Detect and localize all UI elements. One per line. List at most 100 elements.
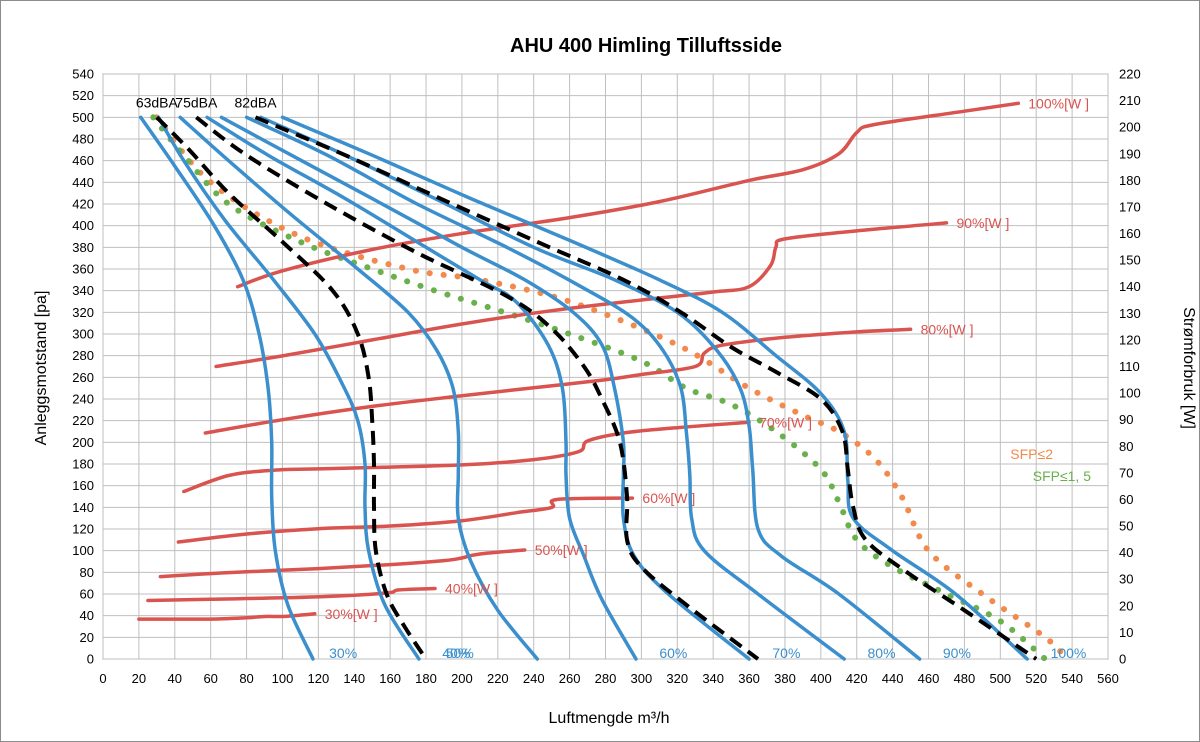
y-tick-label: 120 (72, 522, 94, 537)
sound-curve-label: 82dBA (235, 94, 278, 110)
y-tick-label: 280 (72, 348, 94, 363)
y2-tick-label: 20 (1119, 598, 1133, 613)
y2-tick-label: 170 (1119, 199, 1141, 214)
x-tick-label: 440 (882, 671, 904, 686)
x-tick-label: 0 (99, 671, 106, 686)
y-tick-label: 440 (72, 175, 94, 190)
x-tick-label: 380 (774, 671, 796, 686)
x-axis-ticks: 0 20 40 60 80 100 120 140 160 180 200 220 240 260 280 3… (99, 671, 1118, 686)
x-tick-label: 340 (702, 671, 724, 686)
y2-tick-label: 80 (1119, 439, 1133, 454)
x-tick-label: 240 (523, 671, 545, 686)
y2-tick-label: 200 (1119, 120, 1141, 135)
power-curve-label: 30%[W ] (325, 606, 378, 622)
y-tick-label: 460 (72, 153, 94, 168)
y2-tick-label: 0 (1119, 652, 1126, 667)
y-tick-label: 200 (72, 435, 94, 450)
fan-curve (280, 115, 1029, 661)
y-tick-label: 500 (72, 110, 94, 125)
power-curve-label: 70%[W ] (759, 414, 812, 430)
fan-curve (138, 115, 315, 661)
y-tick-label: 20 (80, 630, 94, 645)
legend-sfp2: SFP≤2 (1010, 446, 1053, 462)
y-tick-label: 260 (72, 370, 94, 385)
power-curve (235, 101, 1021, 289)
y-tick-label: 80 (80, 565, 94, 580)
sound-curve-label: 75dBA (175, 94, 218, 110)
fan-curve-label: 60% (659, 645, 687, 661)
x-tick-label: 480 (954, 671, 976, 686)
y2-tick-label: 120 (1119, 332, 1141, 347)
y-tick-label: 160 (72, 478, 94, 493)
x-tick-label: 300 (631, 671, 653, 686)
y2-tick-label: 30 (1119, 572, 1133, 587)
y-axis-ticks: 0 20 40 60 80 100 120 140 160 180 200 220 240 260 280 3… (72, 67, 94, 667)
y-tick-label: 340 (72, 283, 94, 298)
x-tick-label: 280 (595, 671, 617, 686)
x-tick-label: 160 (379, 671, 401, 686)
power-curve (137, 612, 317, 621)
y2-tick-label: 150 (1119, 253, 1141, 268)
y-tick-label: 400 (72, 218, 94, 233)
fan-curve-label: 70% (772, 645, 800, 661)
y2-tick-label: 100 (1119, 386, 1141, 401)
y2-tick-label: 160 (1119, 226, 1141, 241)
x-tick-label: 400 (810, 671, 832, 686)
x-tick-label: 80 (239, 671, 253, 686)
x-tick-label: 560 (1097, 671, 1119, 686)
x-tick-label: 540 (1061, 671, 1083, 686)
y-tick-label: 380 (72, 240, 94, 255)
y2-axis-ticks: 0 10 20 30 40 50 60 70 80 90 100 110 120 130 140 150 160… (1119, 67, 1141, 667)
fan-curve-label: 100% (1051, 645, 1087, 661)
y2-tick-label: 190 (1119, 146, 1141, 161)
sfp-curve (150, 114, 1049, 662)
x-tick-label: 180 (415, 671, 437, 686)
y-tick-label: 0 (87, 652, 94, 667)
power-curve-label: 100%[W ] (1028, 95, 1089, 111)
fan-curve (259, 115, 922, 661)
y2-tick-label: 70 (1119, 465, 1133, 480)
y-tick-label: 60 (80, 587, 94, 602)
y2-tick-label: 210 (1119, 93, 1141, 108)
y-tick-label: 180 (72, 457, 94, 472)
sound-curve (155, 115, 428, 661)
y2-tick-label: 110 (1119, 359, 1140, 374)
y-tick-label: 520 (72, 88, 94, 103)
y2-tick-label: 180 (1119, 173, 1141, 188)
x-tick-label: 60 (203, 671, 217, 686)
sound-curve (195, 115, 760, 661)
x-tick-label: 120 (308, 671, 330, 686)
x-tick-label: 460 (918, 671, 940, 686)
y-tick-label: 360 (72, 262, 94, 277)
y2-tick-label: 10 (1119, 625, 1133, 640)
power-curve (146, 586, 437, 603)
power-curve-label: 50%[W ] (535, 542, 588, 558)
fan-curve (244, 115, 846, 661)
fan-curve (178, 115, 540, 661)
fan-curve (205, 115, 638, 661)
y-tick-label: 300 (72, 327, 94, 342)
power-curve (182, 420, 751, 494)
legend-sfp15: SFP≤1, 5 (1033, 468, 1091, 484)
power-curve (214, 221, 949, 369)
y2-tick-label: 90 (1119, 412, 1133, 427)
y-tick-label: 240 (72, 392, 94, 407)
fan-curve-label: 50% (446, 645, 474, 661)
y-tick-label: 540 (72, 67, 94, 82)
y2-tick-label: 130 (1119, 306, 1141, 321)
power-curve-label: 90%[W ] (956, 215, 1009, 231)
sfp-curve (153, 114, 1070, 662)
chart-title: AHU 400 Himling Tilluftsside (510, 35, 782, 57)
x-tick-label: 420 (846, 671, 868, 686)
sound-curve (254, 115, 1038, 661)
power-curve-label: 60%[W ] (642, 490, 695, 506)
x-tick-label: 520 (1025, 671, 1047, 686)
y2-tick-label: 140 (1119, 279, 1141, 294)
y-tick-label: 100 (72, 543, 94, 558)
fan-curve-label: 90% (943, 645, 971, 661)
y-tick-label: 480 (72, 132, 94, 147)
x-tick-label: 200 (451, 671, 473, 686)
x-tick-label: 40 (168, 671, 182, 686)
